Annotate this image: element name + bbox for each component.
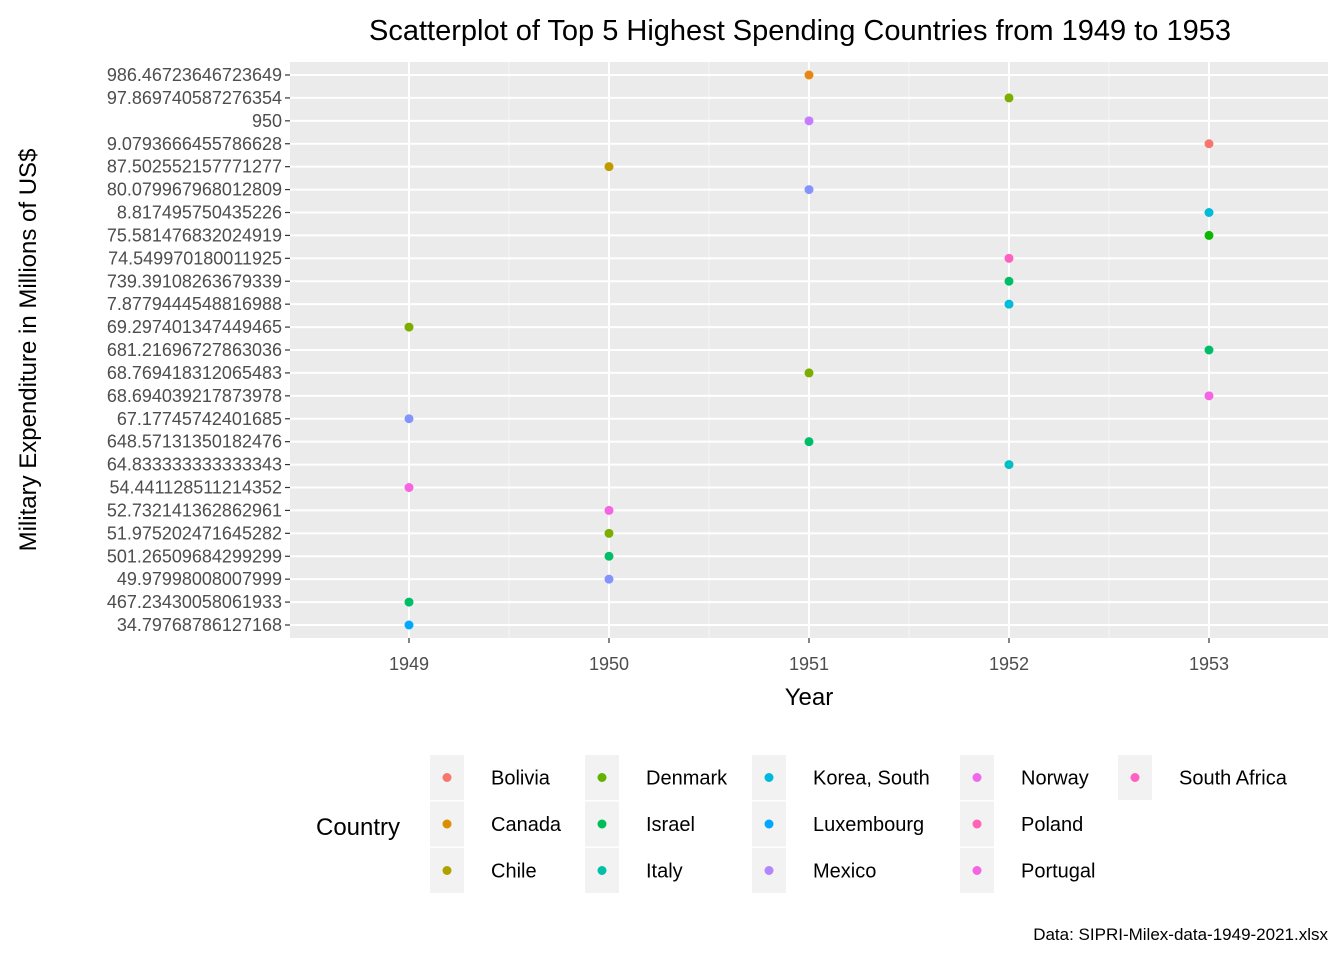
data-point xyxy=(404,483,414,492)
y-tick-label: 986.46723646723649 xyxy=(107,65,282,85)
y-tick-label: 8.817495750435226 xyxy=(117,203,282,223)
data-point xyxy=(404,322,414,332)
legend-title: Country xyxy=(316,814,400,841)
legend-key-dot xyxy=(1130,773,1140,782)
legend-label: South Africa xyxy=(1179,768,1288,790)
y-tick-label: 648.57131350182476 xyxy=(107,432,282,452)
data-points xyxy=(404,70,1214,630)
y-tick-label: 67.17745742401685 xyxy=(117,409,282,429)
y-tick-label: 950 xyxy=(252,111,282,131)
legend-key-dot xyxy=(442,866,452,875)
data-point xyxy=(804,437,814,447)
x-tick-label: 1951 xyxy=(789,654,829,674)
chart-title: Scatterplot of Top 5 Highest Spending Co… xyxy=(369,15,1231,47)
legend-key-dot xyxy=(597,819,607,829)
data-point xyxy=(604,162,614,172)
y-tick-label: 739.39108263679339 xyxy=(107,271,282,291)
data-point xyxy=(1004,460,1014,470)
x-tick-label: 1953 xyxy=(1189,654,1229,674)
legend-key-dot xyxy=(442,773,452,782)
x-tick-label: 1950 xyxy=(589,654,629,674)
data-point xyxy=(404,620,414,630)
data-point xyxy=(1004,253,1014,263)
data-point xyxy=(1204,345,1214,355)
data-point xyxy=(1204,391,1214,401)
x-tick-label: 1949 xyxy=(389,654,429,674)
legend-label: Denmark xyxy=(646,768,728,790)
y-tick-labels: 34.79768786127168 467.23430058061933 49.97… xyxy=(107,65,290,635)
data-point xyxy=(1004,93,1014,103)
y-axis-title: Military Expenditure in Millions of US$ xyxy=(15,149,42,552)
legend-label: Poland xyxy=(1021,814,1083,836)
y-tick-label: 52.732141362862961 xyxy=(107,500,282,520)
legend-label: Chile xyxy=(491,861,537,883)
legend-key-dot xyxy=(442,819,452,829)
y-tick-label: 9.0793666455786628 xyxy=(107,134,282,154)
data-point xyxy=(1004,276,1014,286)
legend-label: Italy xyxy=(646,861,683,883)
y-tick-label: 54.441128511214352 xyxy=(109,478,282,498)
legend-label: Portugal xyxy=(1021,861,1096,883)
data-point xyxy=(1204,230,1214,240)
y-tick-label: 681.21696727863036 xyxy=(107,340,282,360)
y-tick-label: 68.694039217873978 xyxy=(107,386,282,406)
legend-label: Israel xyxy=(646,814,695,836)
legend-key-dot xyxy=(597,773,607,782)
legend-key-dot xyxy=(764,773,774,782)
y-tick-label: 69.297401347449465 xyxy=(107,317,282,337)
y-tick-label: 7.8779444548816988 xyxy=(107,294,282,314)
legend-key-dot xyxy=(764,866,774,875)
data-point xyxy=(804,368,814,378)
data-point xyxy=(604,505,614,515)
data-point xyxy=(1204,139,1214,149)
legend-label: Mexico xyxy=(813,861,876,883)
legend-key-dot xyxy=(972,866,982,875)
data-point xyxy=(404,414,414,424)
data-point xyxy=(404,597,414,607)
legend: Country Bolivia Canada Chile Denmark Israel I… xyxy=(316,755,1288,893)
y-tick-label: 34.79768786127168 xyxy=(117,615,282,635)
data-point xyxy=(804,116,814,126)
data-point xyxy=(604,528,614,538)
x-tick-labels: 1949 1950 1951 1952 1953 xyxy=(389,638,1229,674)
legend-label: Luxembourg xyxy=(813,814,924,836)
y-tick-label: 51.975202471645282 xyxy=(107,523,282,543)
y-tick-label: 64.833333333333343 xyxy=(107,455,282,475)
data-point xyxy=(1204,208,1214,217)
legend-key-dot xyxy=(972,819,982,829)
x-axis-title: Year xyxy=(785,684,834,711)
chart-caption: Data: SIPRI-Milex-data-1949-2021.xlsx xyxy=(1033,925,1328,944)
data-point xyxy=(1004,299,1014,309)
y-tick-label: 501.26509684299299 xyxy=(107,546,282,566)
y-tick-label: 97.869740587276354 xyxy=(107,88,282,108)
y-tick-label: 74.549970180011925 xyxy=(108,248,282,268)
data-point xyxy=(804,185,814,195)
legend-key-dot xyxy=(764,819,774,829)
data-point xyxy=(604,574,614,584)
x-tick-label: 1952 xyxy=(989,654,1029,674)
legend-key-dot xyxy=(597,866,607,875)
y-tick-label: 75.581476832024919 xyxy=(107,225,282,245)
legend-label: Bolivia xyxy=(491,768,551,790)
y-tick-label: 467.23430058061933 xyxy=(107,592,282,612)
legend-label: Norway xyxy=(1021,768,1089,790)
legend-label: Korea, South xyxy=(813,768,930,790)
data-point xyxy=(604,551,614,561)
y-tick-label: 87.502552157771277 xyxy=(107,157,282,177)
data-point xyxy=(804,70,814,80)
y-tick-label: 68.769418312065483 xyxy=(107,363,282,383)
y-tick-label: 49.97998008007999 xyxy=(117,569,282,589)
legend-label: Canada xyxy=(491,814,562,836)
y-tick-label: 80.079967968012809 xyxy=(107,180,282,200)
grid-lines xyxy=(290,62,1328,638)
legend-key-dot xyxy=(972,773,982,782)
